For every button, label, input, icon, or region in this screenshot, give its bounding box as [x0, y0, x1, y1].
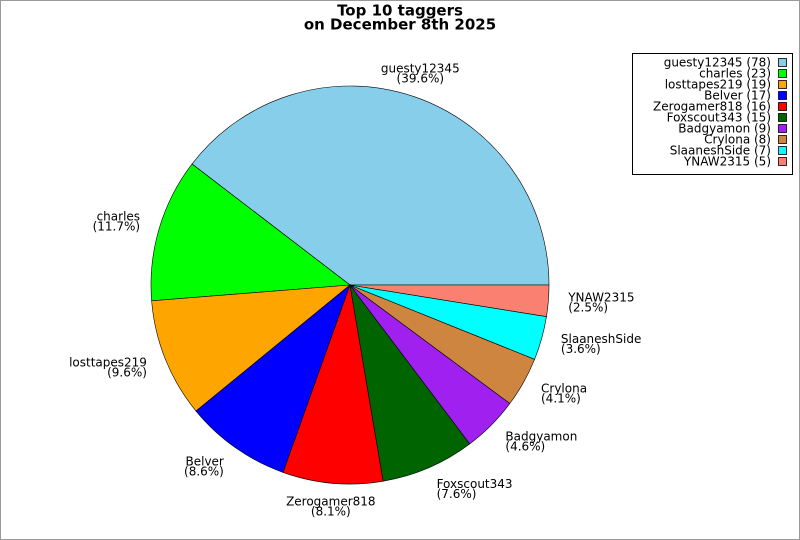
pie-slice	[349, 284, 471, 482]
legend-label: Zerogamer818 (16)	[653, 100, 771, 114]
legend-label: Belver (17)	[704, 89, 771, 103]
slice-value-label: (7.6%)	[437, 487, 477, 501]
slice-value-label: (8.6%)	[184, 465, 224, 479]
legend-swatch	[778, 91, 787, 100]
slice-label: guesty12345	[381, 61, 460, 75]
legend-label: SlaaneshSide (7)	[670, 144, 771, 158]
legend-label: Foxscout343 (15)	[667, 111, 771, 125]
slice-label: Zerogamer818	[286, 495, 376, 509]
slice-value-label: (4.6%)	[505, 439, 545, 453]
pie-slice	[195, 284, 351, 473]
pie-slice	[151, 284, 351, 412]
legend-swatch	[778, 102, 787, 111]
legend-swatch	[778, 80, 787, 89]
slice-value-label: (11.7%)	[93, 219, 140, 233]
legend-label: guesty12345 (78)	[664, 56, 771, 70]
legend-label: Badgyamon (9)	[678, 122, 771, 136]
chart-subtitle: on December 8th 2025	[304, 16, 496, 34]
slice-label: Crylona	[541, 381, 587, 395]
slice-value-label: (2.5%)	[568, 300, 608, 314]
slice-label: Foxscout343	[437, 477, 513, 491]
legend-swatch	[778, 124, 787, 133]
slice-label: losttapes219	[69, 356, 147, 370]
legend-swatch	[778, 157, 787, 166]
pie-slice	[349, 284, 550, 317]
pie-slice	[150, 163, 351, 302]
legend-swatch	[778, 113, 787, 122]
chart-title: Top 10 taggers	[337, 2, 463, 20]
pie-slice	[191, 85, 550, 286]
legend-swatch	[778, 146, 787, 155]
slice-label: charles	[97, 209, 140, 223]
slice-value-label: (9.6%)	[107, 366, 147, 380]
legend-swatch	[778, 69, 787, 78]
slice-label: Belver	[186, 455, 224, 469]
legend-label: Crylona (8)	[704, 133, 771, 147]
legend-label: YNAW2315 (5)	[683, 155, 771, 169]
slice-label: YNAW2315	[567, 290, 634, 304]
legend-label: charles (23)	[699, 67, 771, 81]
legend-box	[632, 53, 793, 175]
slice-value-label: (8.1%)	[311, 505, 351, 519]
slice-value-label: (39.6%)	[397, 71, 444, 85]
legend-swatch	[778, 58, 787, 67]
slice-value-label: (3.6%)	[561, 342, 601, 356]
slice-value-label: (4.1%)	[541, 391, 581, 405]
slice-label: SlaaneshSide	[561, 332, 641, 346]
legend-swatch	[778, 135, 787, 144]
legend-label: losttapes219 (19)	[665, 78, 771, 92]
slice-label: Badgyamon	[505, 429, 577, 443]
